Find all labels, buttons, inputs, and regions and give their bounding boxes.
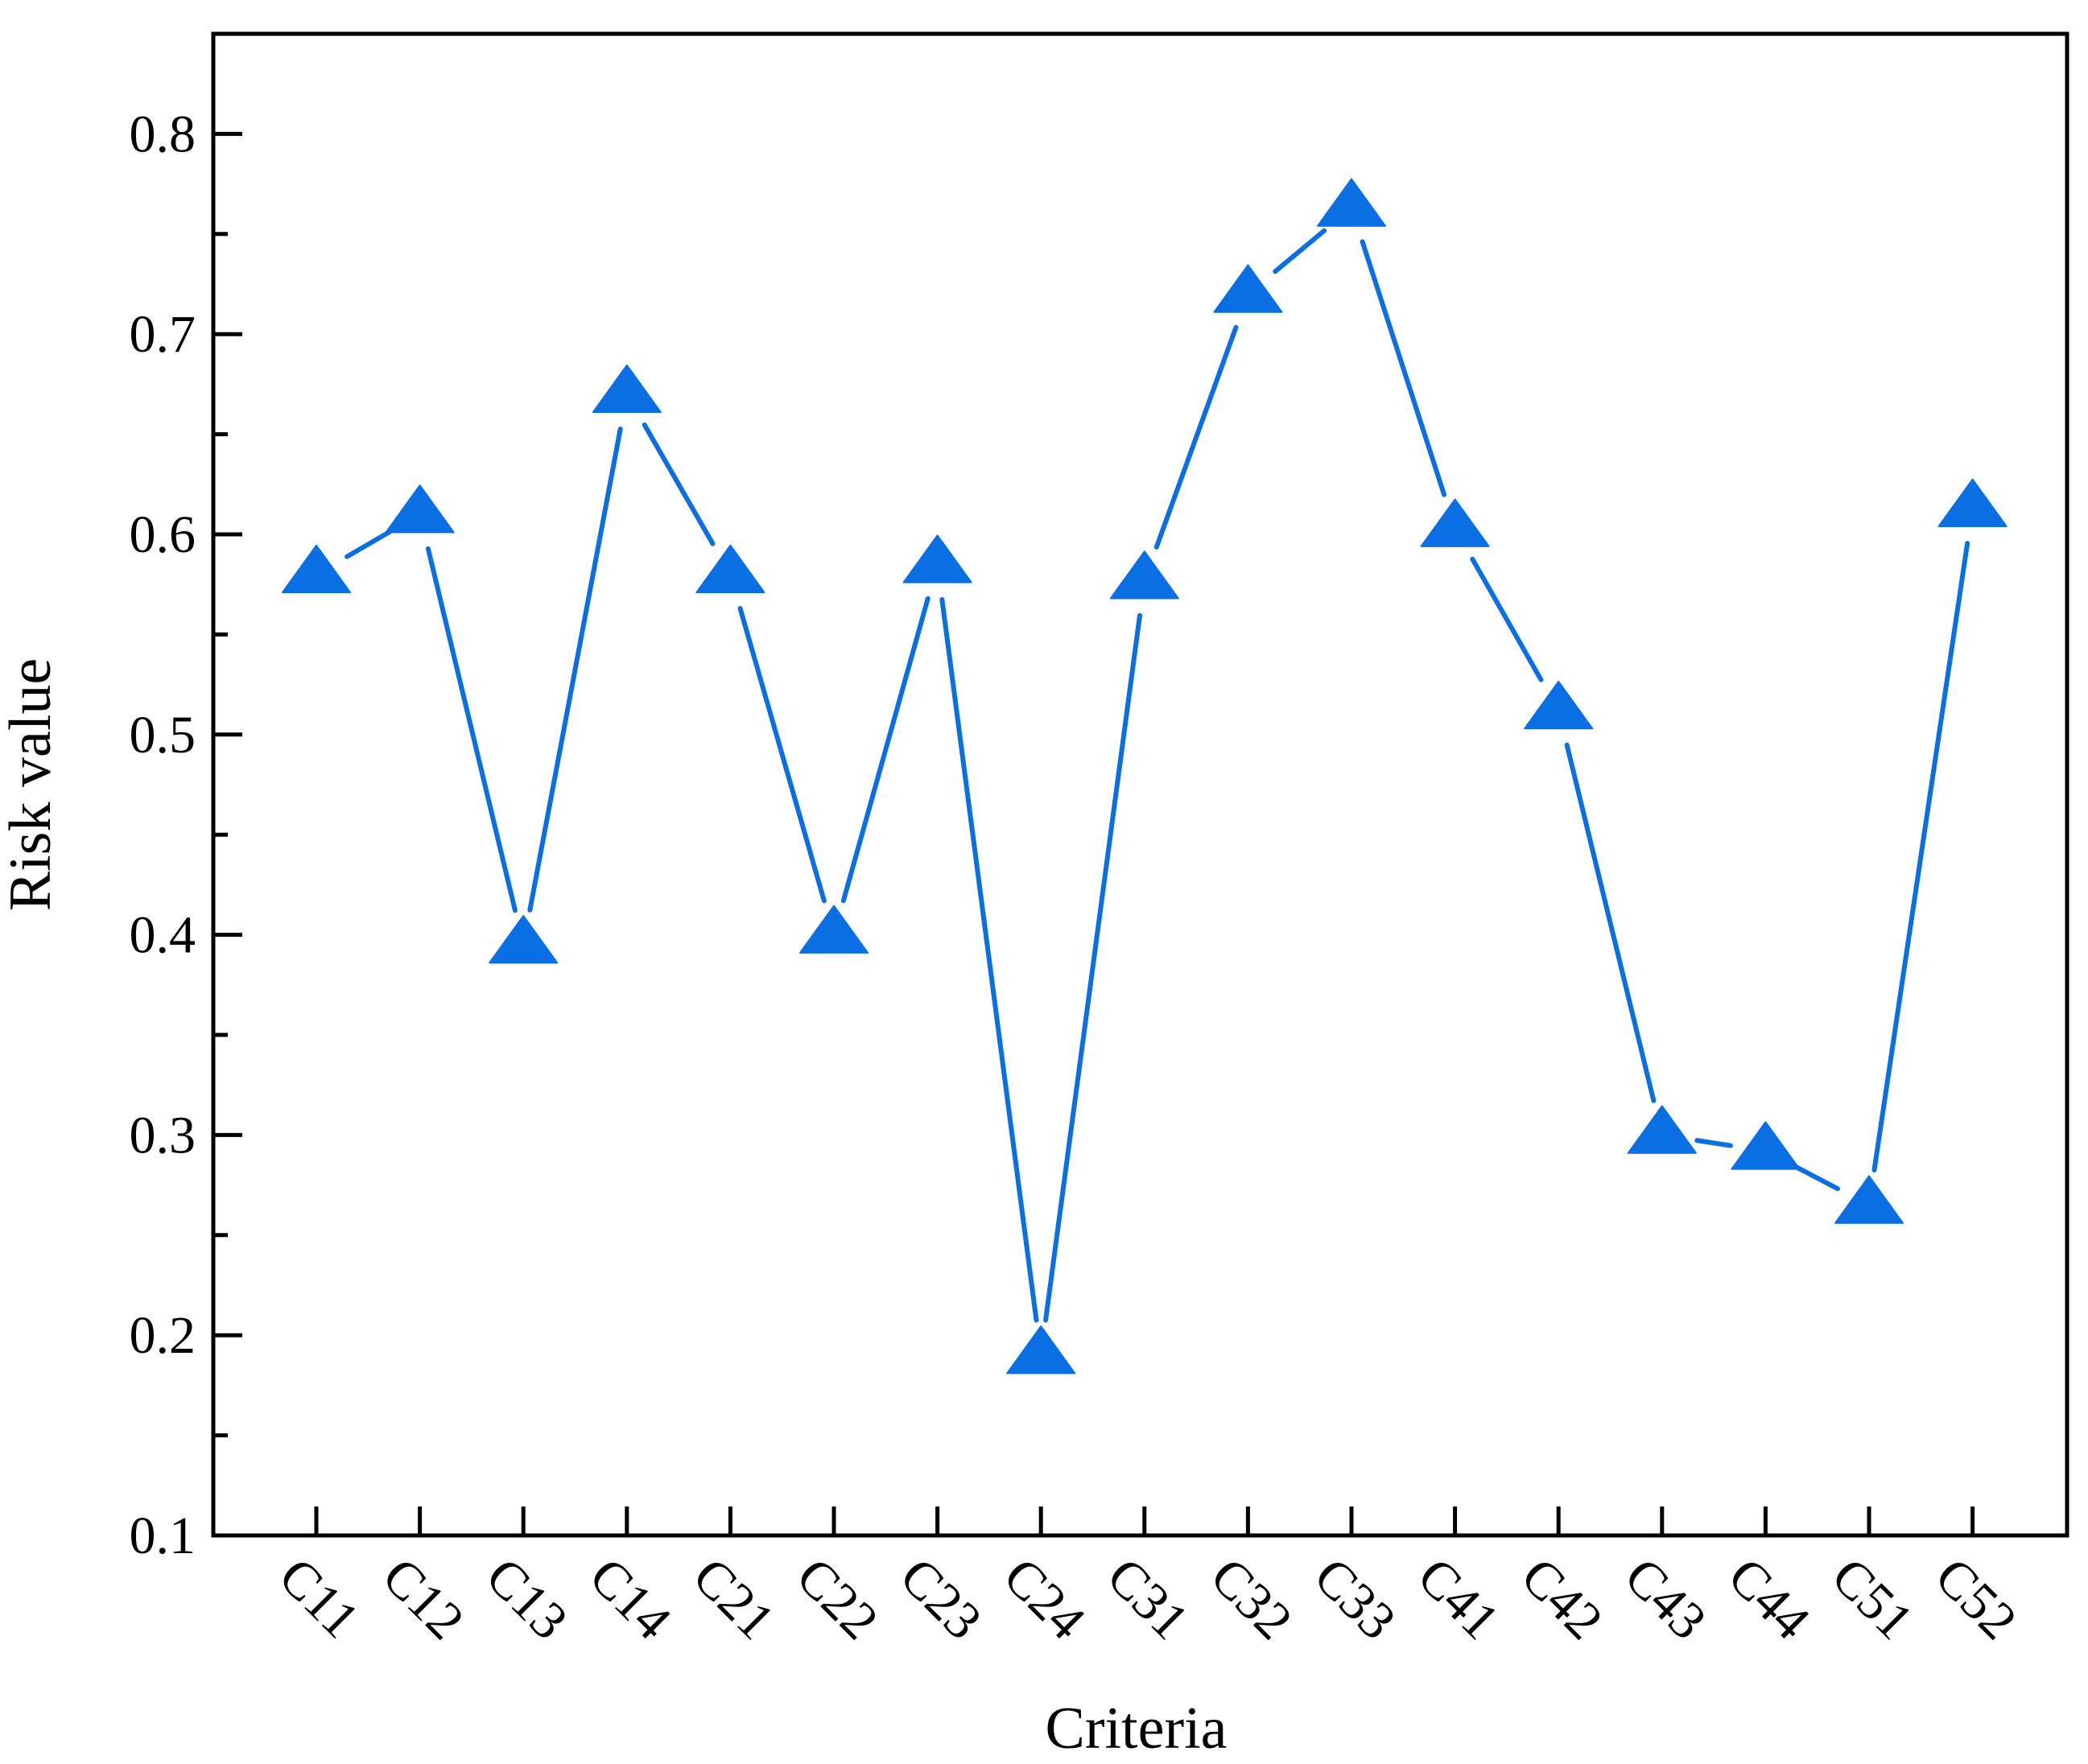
series-line-segment bbox=[840, 596, 931, 904]
data-point-marker bbox=[1420, 498, 1490, 547]
data-point-marker bbox=[1937, 478, 2008, 527]
data-point-marker bbox=[1834, 1175, 1904, 1224]
data-point-marker bbox=[1627, 1105, 1697, 1154]
x-tick-label: C21 bbox=[682, 1547, 786, 1651]
y-tick-label: 0.5 bbox=[130, 706, 196, 765]
series-line-segment bbox=[345, 530, 392, 559]
series-layer bbox=[282, 178, 2008, 1375]
data-point-marker bbox=[385, 484, 455, 534]
series-line-segment bbox=[425, 546, 518, 913]
data-point-marker bbox=[799, 905, 869, 954]
series-line-segment bbox=[1564, 742, 1657, 1103]
x-tick-label: C42 bbox=[1510, 1547, 1614, 1651]
x-tick-label: C52 bbox=[1924, 1547, 2028, 1651]
x-tick-label: C14 bbox=[578, 1547, 682, 1651]
data-point-marker bbox=[695, 544, 765, 594]
series-line-segment bbox=[1871, 541, 1970, 1173]
x-tick-label: C23 bbox=[889, 1547, 992, 1651]
x-tick-label: C51 bbox=[1820, 1547, 1924, 1651]
data-point-marker bbox=[1213, 264, 1283, 313]
x-tick-label: C31 bbox=[1096, 1547, 1199, 1651]
data-point-marker bbox=[1109, 550, 1179, 600]
series-line-segment bbox=[1694, 1138, 1733, 1148]
data-point-marker bbox=[282, 544, 351, 594]
series-line-segment bbox=[642, 422, 716, 546]
series-line-segment bbox=[1153, 324, 1239, 550]
x-tick-label: C33 bbox=[1302, 1547, 1406, 1651]
y-tick-label: 0.4 bbox=[130, 906, 196, 965]
data-point-marker bbox=[489, 915, 559, 964]
y-tick-label: 0.2 bbox=[130, 1306, 196, 1365]
series-line-segment bbox=[939, 596, 1039, 1323]
series-line-segment bbox=[527, 427, 623, 913]
series-line-segment bbox=[737, 606, 827, 904]
x-tick-label: C12 bbox=[371, 1547, 475, 1651]
series-line-segment bbox=[1470, 556, 1544, 682]
y-tick-label: 0.7 bbox=[130, 305, 196, 364]
y-axis-title: Risk value bbox=[0, 658, 64, 911]
x-tick-label: C11 bbox=[267, 1547, 370, 1650]
x-tick-label: C22 bbox=[785, 1547, 889, 1651]
data-point-marker bbox=[1731, 1121, 1801, 1170]
x-tick-label: C43 bbox=[1613, 1547, 1717, 1651]
x-tick-label: C24 bbox=[992, 1547, 1096, 1651]
series-line-segment bbox=[1794, 1164, 1841, 1192]
y-tick-label: 0.3 bbox=[130, 1106, 196, 1164]
data-point-marker bbox=[592, 364, 662, 414]
data-point-marker bbox=[902, 534, 972, 583]
y-tick-label: 0.8 bbox=[130, 105, 196, 163]
series-line-segment bbox=[1273, 228, 1327, 274]
y-tick-label: 0.6 bbox=[130, 505, 196, 564]
plot-frame bbox=[211, 31, 2069, 1538]
data-point-marker bbox=[1524, 680, 1594, 730]
x-axis-title: Criteria bbox=[1045, 1696, 1227, 1762]
data-point-marker bbox=[1317, 178, 1386, 227]
data-point-marker bbox=[1006, 1325, 1076, 1375]
series-line-segment bbox=[1360, 239, 1447, 497]
y-tick-label: 0.1 bbox=[130, 1506, 196, 1565]
x-tick-label: C41 bbox=[1406, 1547, 1510, 1651]
x-tick-label: C44 bbox=[1717, 1547, 1821, 1651]
series-line-segment bbox=[1043, 612, 1142, 1323]
x-tick-label: C13 bbox=[475, 1547, 579, 1651]
x-tick-label: C32 bbox=[1199, 1547, 1303, 1651]
